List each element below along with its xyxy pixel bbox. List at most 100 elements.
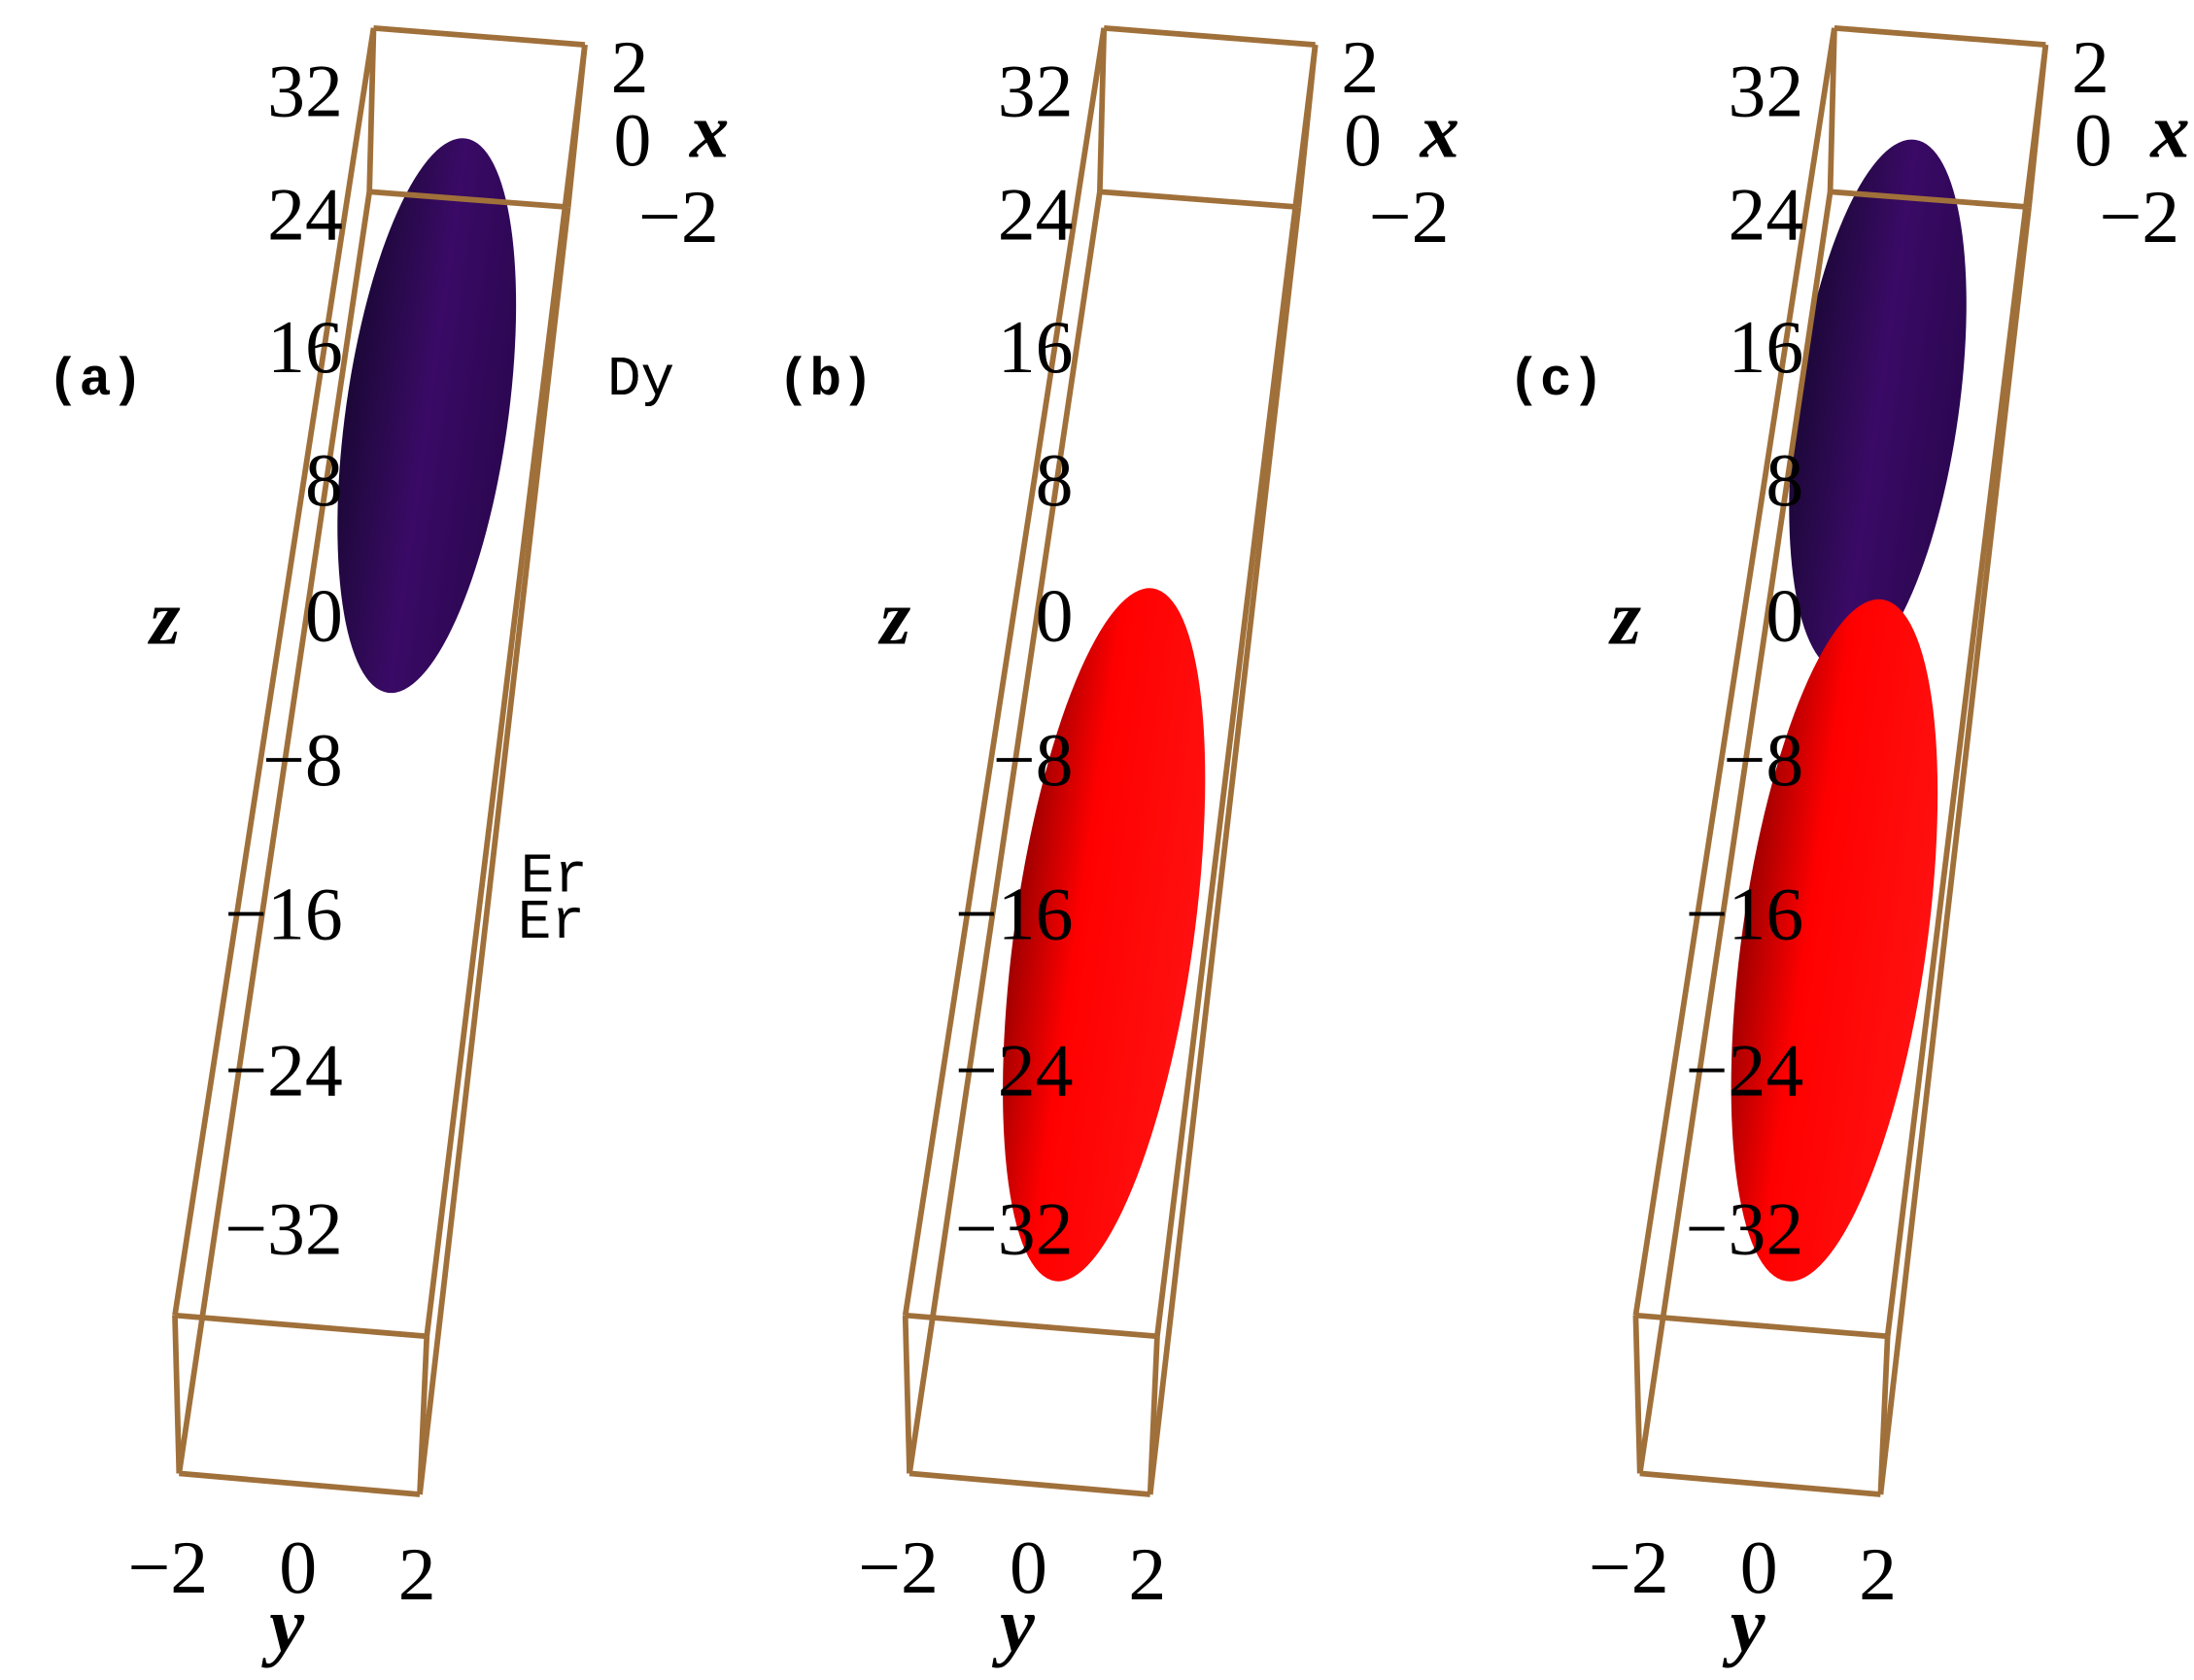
dy-cloud [337, 138, 517, 694]
z-tick-label: 24 [267, 172, 343, 256]
x-tick-label: −2 [638, 175, 719, 258]
box-edge [1147, 206, 1302, 1495]
y-tick-label: 0 [1010, 1526, 1047, 1609]
x-tick-label: 0 [2074, 98, 2112, 182]
z-tick-label: −16 [1686, 872, 1804, 955]
z-tick-label: −8 [993, 718, 1074, 802]
er-cloud [1003, 588, 1206, 1282]
y-axis-label: y [991, 1582, 1036, 1668]
z-tick-label: −24 [224, 1029, 343, 1113]
box-edge [1834, 24, 2046, 48]
x-axis-label: x [689, 87, 729, 174]
z-axis-label: z [877, 574, 911, 661]
x-tick-label: −2 [2099, 175, 2179, 258]
box-edge [366, 27, 377, 192]
x-tick-label: 0 [1344, 98, 1382, 182]
box-edge [424, 44, 588, 1337]
er-cloud [1731, 599, 1938, 1282]
y-tick-label: 2 [398, 1532, 436, 1616]
box-edge [908, 1470, 1150, 1497]
z-axis-label: z [1608, 574, 1642, 661]
box-edge [174, 1312, 428, 1340]
x-tick-label: 0 [613, 98, 651, 182]
z-tick-label: 24 [998, 172, 1074, 256]
box-edge [1632, 1315, 1643, 1474]
z-tick-label: −24 [955, 1029, 1074, 1113]
box-edge [1639, 1470, 1881, 1497]
z-tick-label: −32 [224, 1186, 343, 1270]
y-axis-label: y [260, 1582, 305, 1668]
box-edge [1884, 44, 2049, 1337]
box-edge [1635, 1312, 1888, 1340]
z-tick-label: 24 [1728, 172, 1803, 256]
z-tick-label: −32 [955, 1186, 1074, 1270]
y-tick-label: 2 [1859, 1532, 1897, 1616]
box-edge [1827, 27, 1837, 192]
z-tick-label: −32 [1686, 1186, 1804, 1270]
x-tick-label: −2 [1369, 175, 1450, 258]
y-tick-label: 0 [1740, 1526, 1778, 1609]
box-edge [907, 190, 1103, 1474]
y-tick-label: −2 [1589, 1526, 1669, 1609]
panel-label: (a) [48, 351, 144, 411]
z-tick-label: 8 [305, 438, 343, 522]
z-tick-label: −24 [1686, 1029, 1804, 1113]
species-label: Dy [607, 349, 674, 412]
y-tick-label: 2 [1128, 1532, 1166, 1616]
box-edge [1103, 24, 1316, 48]
panel-label: (c) [1508, 351, 1604, 411]
y-tick-label: 0 [279, 1526, 317, 1609]
box-edge [902, 27, 1108, 1317]
species-label: Er [518, 892, 585, 955]
z-tick-label: 0 [1765, 574, 1803, 658]
z-tick-label: 16 [1728, 305, 1803, 389]
box-edge [1877, 206, 2032, 1495]
z-tick-label: −8 [1723, 718, 1803, 802]
box-edge [179, 1470, 421, 1497]
box-edge [1632, 27, 1837, 1317]
box-edge [176, 190, 373, 1474]
z-tick-label: 16 [998, 305, 1074, 389]
z-tick-label: −16 [955, 872, 1074, 955]
z-tick-label: 8 [1765, 438, 1803, 522]
box-edge [373, 24, 586, 48]
z-tick-label: −8 [262, 718, 343, 802]
panel-label: (b) [777, 351, 874, 411]
z-tick-label: 32 [267, 50, 343, 133]
z-tick-label: 32 [1728, 50, 1803, 133]
x-tick-label: 2 [611, 25, 649, 109]
box-edge [1097, 27, 1108, 192]
x-axis-label: x [2149, 87, 2189, 174]
isosurfaces [337, 138, 1967, 1282]
species-label: Er [521, 845, 588, 909]
y-tick-label: −2 [127, 1526, 208, 1609]
box-edge [417, 206, 571, 1495]
box-edge [172, 1315, 183, 1474]
x-tick-label: 2 [2072, 25, 2109, 109]
z-tick-label: 0 [305, 574, 343, 658]
z-tick-label: 0 [1036, 574, 1074, 658]
z-tick-label: −16 [224, 872, 343, 955]
z-tick-label: 32 [998, 50, 1074, 133]
box-edge [1099, 189, 1299, 211]
dy-cloud [1789, 139, 1967, 672]
y-tick-label: −2 [858, 1526, 939, 1609]
z-axis-label: z [147, 574, 181, 661]
x-axis-label: x [1420, 87, 1459, 174]
box-edge [172, 27, 377, 1317]
z-tick-label: 16 [267, 305, 343, 389]
box-edge [902, 1315, 912, 1474]
z-tick-label: 8 [1036, 438, 1074, 522]
box-edge [1154, 44, 1319, 1337]
box-edge [1830, 189, 2030, 211]
box-edge [368, 189, 568, 211]
species-label: Dy [607, 349, 674, 412]
box-edge [1636, 190, 1834, 1474]
box-edge [905, 1312, 1158, 1340]
x-tick-label: 2 [1341, 25, 1379, 109]
y-axis-label: y [1722, 1582, 1766, 1668]
